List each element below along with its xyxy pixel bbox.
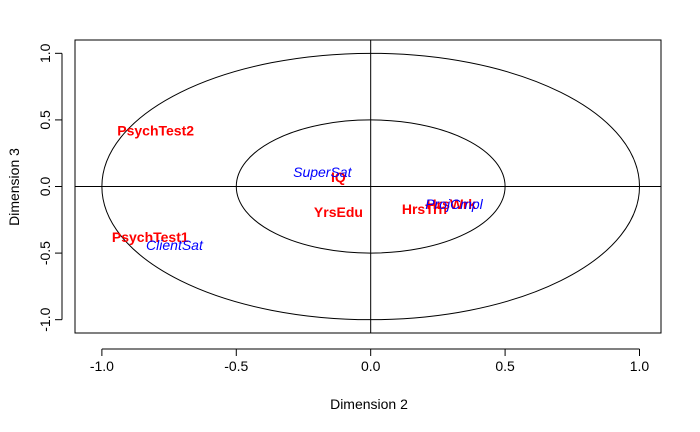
point-labels: PsychTest2 PsychTest1 IQ YrsEdu HrsTrnHrsWrk… <box>112 123 484 254</box>
y-tick-label: 1.0 <box>37 43 53 63</box>
plot-area <box>74 39 662 334</box>
y-axis-title: Dimension 3 <box>6 148 22 226</box>
point-label: PsychTest1 <box>112 229 189 245</box>
x-tick-label: 0.0 <box>361 358 381 374</box>
x-tick-label: 1.0 <box>630 358 650 374</box>
point-label: YrsEdu <box>314 204 363 220</box>
point-label: IQ <box>331 169 346 185</box>
x-axis-title: Dimension 2 <box>330 396 408 412</box>
point-label: ProjCmpl <box>425 196 483 212</box>
y-tick-label: 0.5 <box>37 110 53 130</box>
point-label: HrsTrn <box>402 201 447 217</box>
y-tick-label: -0.5 <box>37 241 53 265</box>
point-label: HrsWrk <box>427 196 477 212</box>
y-tick-label: -1.0 <box>37 307 53 331</box>
point-label: PsychTest2 <box>117 123 194 139</box>
x-tick-label: -0.5 <box>224 358 248 374</box>
circle-radius-0-5 <box>235 119 506 254</box>
x-tick-label: 0.5 <box>495 358 515 374</box>
point-label: ClientSat <box>146 237 204 253</box>
y-tick-label: 0.0 <box>37 177 53 197</box>
circle-radius-1 <box>101 52 640 321</box>
point-label: SuperSat <box>293 164 352 180</box>
x-tick-label: -1.0 <box>90 358 114 374</box>
axis-ticks: -1.0 -0.5 0.0 0.5 1.0 -1.0 -0.5 0.0 0.5 1.0 <box>37 43 649 374</box>
